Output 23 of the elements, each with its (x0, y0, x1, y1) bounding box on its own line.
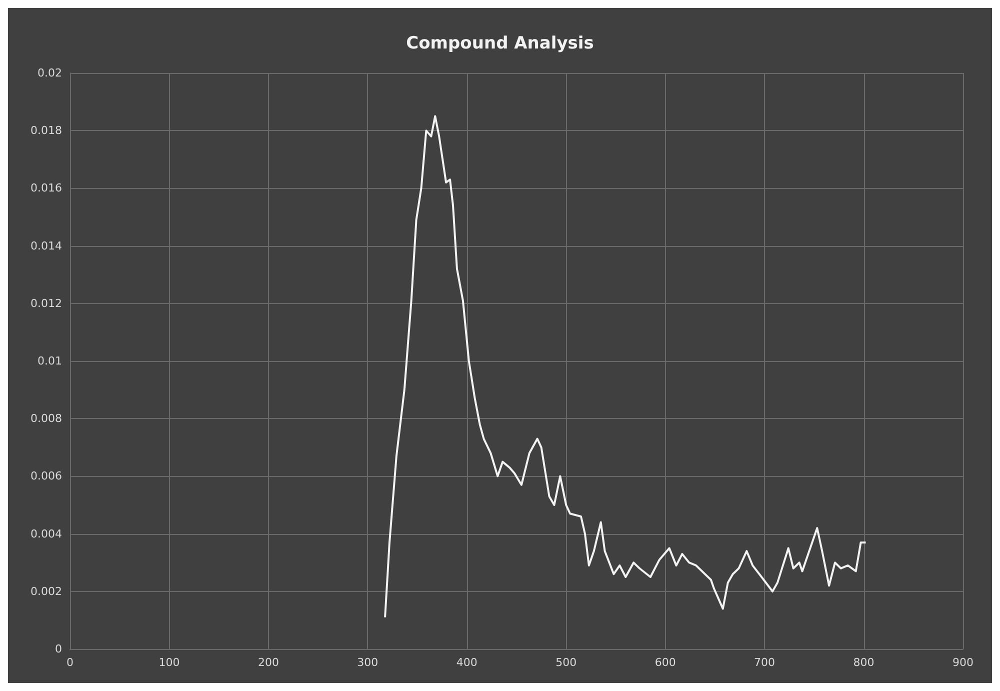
x-tick-label: 400 (456, 656, 478, 669)
y-tick-label: 0.016 (30, 182, 62, 195)
chart-title: Compound Analysis (406, 34, 594, 54)
y-tick-label: 0.008 (30, 412, 62, 426)
x-tick-label: 100 (158, 656, 180, 669)
y-tick-label: 0.012 (30, 296, 62, 310)
y-tick-label: 0.02 (38, 66, 62, 80)
y-tick-label: 0.014 (30, 239, 62, 252)
x-tick-label: 200 (258, 656, 279, 669)
x-tick-label: 0 (66, 656, 74, 669)
y-tick-label: 0.002 (30, 584, 62, 598)
y-tick-label: 0.004 (30, 527, 62, 540)
x-tick-label: 300 (357, 656, 378, 669)
x-tick-label: 800 (853, 656, 874, 669)
y-tick-label: 0.006 (30, 470, 62, 483)
x-tick-label: 900 (952, 656, 974, 669)
x-tick-label: 700 (754, 656, 776, 669)
x-tick-label: 500 (556, 656, 577, 669)
y-tick-label: 0.018 (30, 124, 62, 138)
y-tick-label: 0 (55, 642, 62, 656)
x-tick-label: 600 (654, 656, 676, 669)
line-series (384, 115, 867, 618)
y-tick-label: 0.01 (38, 354, 62, 368)
